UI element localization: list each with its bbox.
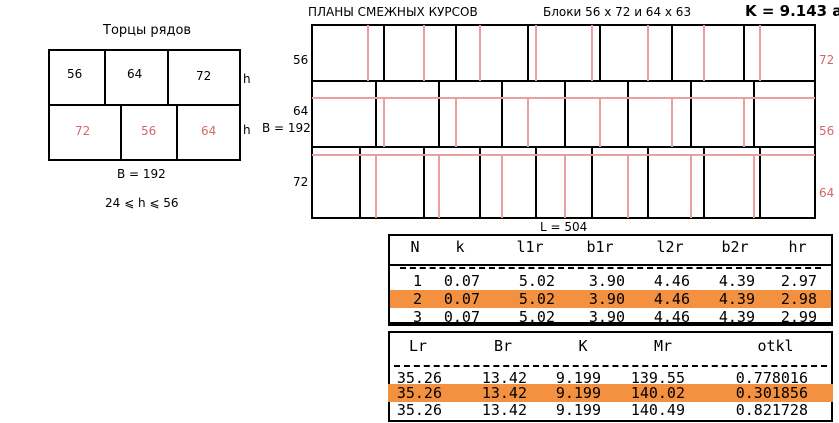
plan-outline [311, 24, 816, 219]
hdr-b2r: b2r [721, 238, 749, 256]
plan-right-label-2: 56 [819, 124, 835, 138]
top-cell-1: 56 [67, 67, 83, 81]
bottom-cell-3: 64 [201, 124, 217, 138]
plan-right-label-1: 72 [819, 53, 835, 67]
hdr-k: k [455, 238, 465, 256]
results-table-frame [388, 331, 833, 422]
top-cell-3: 72 [196, 69, 212, 83]
bottom-cell-2: 56 [141, 124, 157, 138]
results-row-2: 35.26 13.42 9.199 140.02 0.301856 [388, 384, 833, 402]
hdr-br: Br [493, 337, 513, 355]
params-row-2: 2 0.07 5.02 3.90 4.46 4.39 2.98 [390, 290, 831, 308]
blocks-text: Блоки 56 x 72 и 64 x 63 [543, 5, 692, 19]
params-header-row: N k l1r b1r l2r b2r hr [390, 238, 831, 258]
plan-length-label: L = 504 [540, 220, 588, 234]
top-cell-2: 64 [127, 67, 143, 81]
results-table: Lr Br K Mr otkl 35.26 13.42 9.199 139.55… [388, 331, 833, 422]
hdr-l2r: l2r [656, 238, 684, 256]
h-constraint: 24 ⩽ h ⩽ 56 [105, 196, 179, 210]
plan-right-label-3: 64 [819, 186, 835, 200]
params-row-3: 3 0.07 5.02 3.90 4.46 4.39 2.99 [412, 308, 817, 326]
hdr-kk: K [578, 337, 588, 355]
hdr-otkl: otkl [757, 337, 794, 355]
ends-width-label: B = 192 [117, 167, 166, 181]
bottom-cell-1: 72 [75, 124, 91, 138]
params-dash [400, 267, 821, 269]
plan-b-label: B = 192 [262, 121, 311, 135]
params-row-1: 1 0.07 5.02 3.90 4.46 4.39 2.97 [412, 272, 817, 290]
ends-title: Торцы рядов [103, 23, 192, 38]
hdr-b1r: b1r [586, 238, 614, 256]
plan-left-label-3: 72 [293, 175, 309, 189]
hdr-mr: Mr [653, 337, 673, 355]
results-row-3: 35.26 13.42 9.199 140.49 0.821728 [396, 401, 808, 419]
params-table: N k l1r b1r l2r b2r hr 1 0.07 5.02 3.90 … [388, 238, 833, 326]
course-plan [311, 24, 816, 219]
hdr-l1r: l1r [516, 238, 544, 256]
hdr-lr: Lr [408, 337, 428, 355]
h-label-bottom: h [243, 123, 251, 137]
hdr-n: N [410, 238, 420, 256]
results-header-row: Lr Br K Mr otkl [388, 337, 833, 357]
plans-title: ПЛАНЫ СМЕЖНЫХ КУРСОВ [308, 5, 478, 19]
k-value: K = 9.143 a [745, 2, 839, 20]
results-dash [394, 365, 827, 367]
results-row-1: 35.26 13.42 9.199 139.55 0.778016 [396, 369, 808, 387]
hdr-hr: hr [788, 238, 807, 256]
h-label-top: h [243, 72, 251, 86]
plan-left-label-2: 64 [293, 104, 309, 118]
plan-left-label-1: 56 [293, 53, 309, 67]
